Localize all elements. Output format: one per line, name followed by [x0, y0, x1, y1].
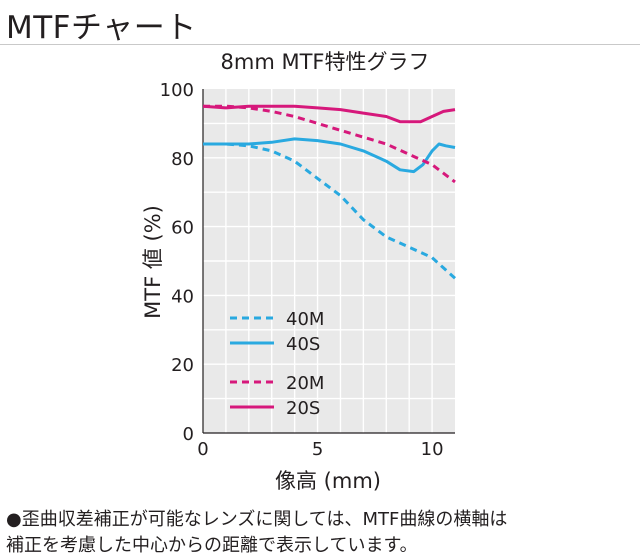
heading-divider [0, 44, 640, 45]
page-heading: MTFチャート [6, 10, 197, 46]
legend-label-20m: 20M [286, 373, 324, 394]
legend-label-40m: 40M [286, 309, 324, 330]
y-tick-label: 0 [183, 424, 194, 445]
footnote-line-1: ●歪曲収差補正が可能なレンズに関しては、MTF曲線の横軸は [6, 509, 508, 530]
y-tick-label: 20 [171, 355, 194, 376]
series-line-20s [202, 104, 456, 124]
y-tick-label: 40 [171, 286, 194, 307]
footnote-line-2: 補正を考慮した中心からの距離で表示しています。 [6, 535, 418, 556]
series-line-40s [203, 137, 456, 174]
y-tick-label: 80 [171, 149, 194, 170]
y-tick-label: 60 [171, 218, 194, 239]
x-tick-label: 10 [421, 439, 444, 460]
x-axis-label: 像高 (mm) [275, 469, 381, 493]
x-tick-label: 0 [197, 439, 208, 460]
y-axis-label: MTF 値 (%) [141, 205, 165, 319]
legend-label-20s: 20S [286, 398, 320, 419]
chart-title: 8mm MTF特性グラフ [221, 50, 430, 74]
mtf-chart: 8mm MTF特性グラフ 0 20 40 60 80 100 0 5 10 40M 40S 20M 20… [141, 50, 457, 493]
footnote: ●歪曲収差補正が可能なレンズに関しては、MTF曲線の横軸は 補正を考慮した中心か… [6, 507, 636, 559]
y-tick-label: 100 [160, 80, 194, 101]
x-tick-label: 5 [312, 439, 323, 460]
legend-label-40s: 40S [286, 334, 320, 355]
